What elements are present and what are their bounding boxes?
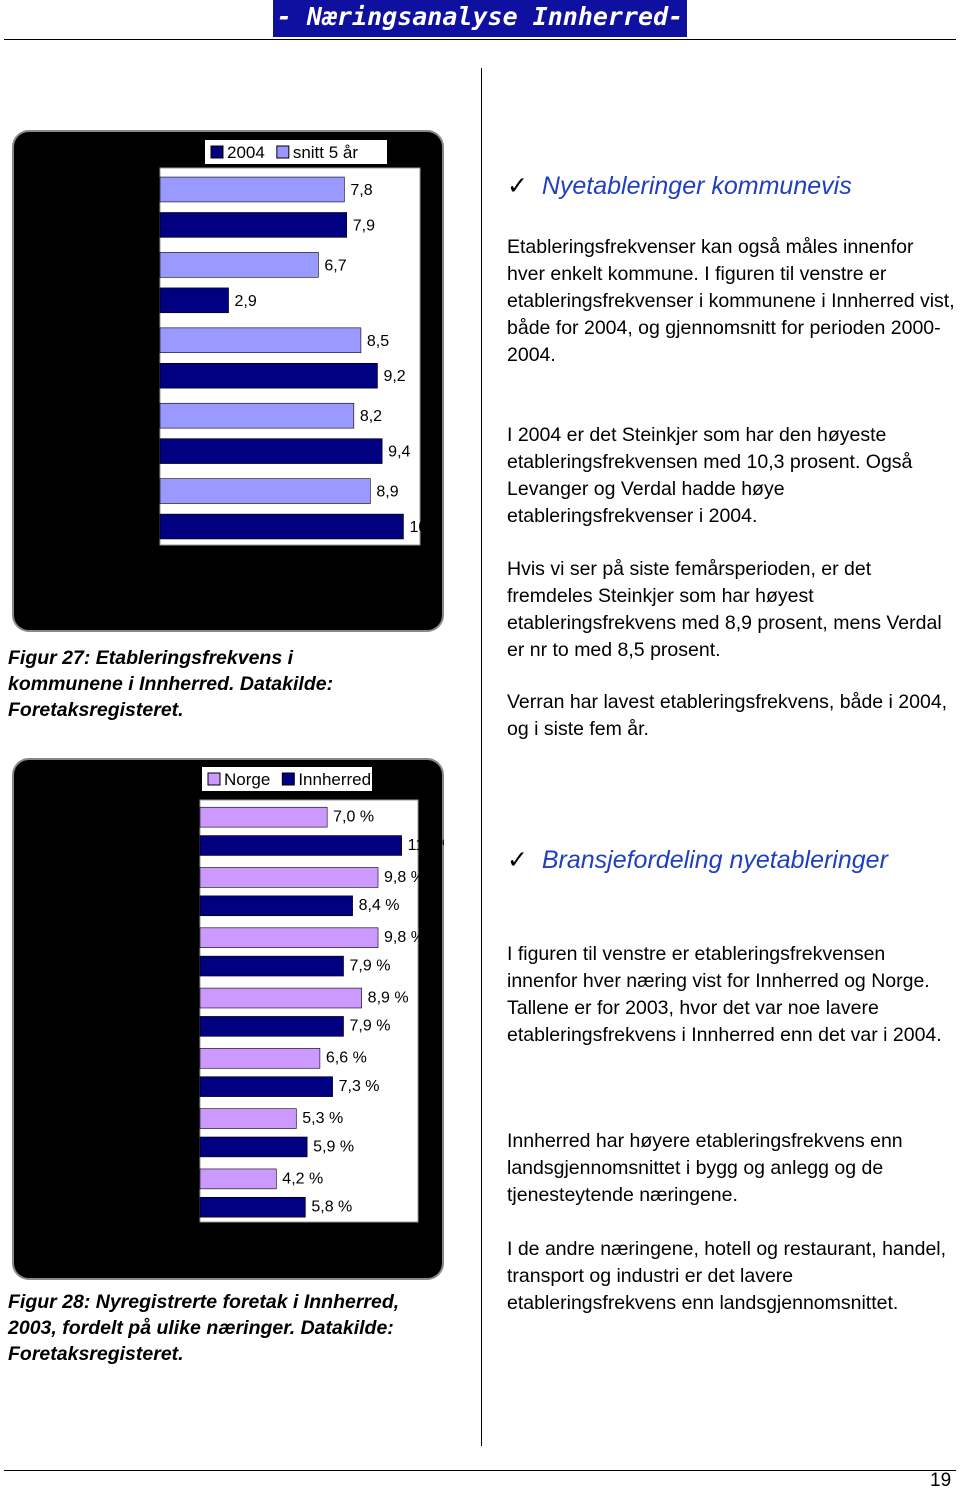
value-label: 7,8 — [350, 182, 372, 199]
bar — [159, 402, 355, 429]
value-label: 9,2 — [383, 368, 405, 385]
chart: Norge Innherred 7,0 % 11,1 % 9,8 % 8,4 % 9,8 %… — [12, 758, 444, 1280]
paragraph: Innherred har høyere etableringsfrekvens… — [507, 1130, 903, 1206]
value-label: 10,3 — [409, 519, 440, 536]
legend-label: snitt 5 år — [293, 143, 359, 162]
legend-swatch — [281, 772, 295, 786]
footer-rule — [4, 1470, 956, 1471]
legend-label: Norge — [224, 770, 270, 789]
bar — [199, 1196, 306, 1218]
value-label: 8,9 % — [368, 989, 409, 1006]
header-title: - Næringsanalyse Innherred- — [276, 2, 684, 31]
value-label: 9,4 — [388, 444, 410, 461]
page-number: 19 — [930, 1470, 952, 1491]
section-heading: ✓ Nyetableringer kommunevis — [507, 170, 960, 202]
bar — [159, 252, 319, 278]
bar — [199, 895, 353, 917]
bar — [199, 955, 344, 977]
value-label: 6,6 % — [326, 1050, 367, 1067]
value-label: 8,5 — [367, 333, 389, 350]
heading-text: Nyetableringer kommunevis — [541, 172, 852, 200]
value-label: 6,7 — [324, 257, 346, 274]
value-label: 5,8 % — [311, 1199, 352, 1216]
value-label: 7,9 % — [350, 957, 391, 974]
bar — [199, 1136, 308, 1158]
bar — [159, 212, 348, 238]
bar — [199, 927, 379, 948]
paragraph: I 2004 er det Steinkjer som har den høye… — [507, 424, 913, 527]
value-label: 5,3 % — [302, 1110, 343, 1127]
bar — [199, 835, 402, 856]
header-rule — [4, 39, 956, 40]
chart: 2004 snitt 5 år 7,8 7,9 6,7 2,9 8,5 9,2 8,2 9,4 8,… — [12, 130, 444, 632]
value-label: 7,9 % — [350, 1018, 391, 1035]
bar — [159, 362, 378, 389]
heading-text: Bransjefordeling nyetableringer — [541, 846, 888, 874]
value-label: 11,1 % — [408, 837, 444, 854]
plot-area — [199, 799, 419, 1223]
value-label: 7,3 % — [339, 1078, 380, 1095]
bar — [199, 867, 379, 888]
legend-box — [205, 140, 387, 164]
column-divider — [481, 68, 482, 1446]
bar — [199, 806, 328, 828]
bar — [159, 478, 371, 504]
value-label: 9,8 % — [384, 929, 425, 946]
legend-swatch — [276, 145, 290, 159]
bar — [199, 1108, 297, 1129]
value-label: 7,9 — [353, 217, 375, 234]
figure-caption: Figur 28: Nyregistrerte foretak i Innher… — [8, 1291, 400, 1365]
value-label: 5,9 % — [313, 1138, 354, 1155]
paragraph: Hvis vi ser på siste femårsperioden, er … — [507, 558, 942, 661]
legend-label: 2004 — [227, 143, 265, 162]
header-box — [273, 0, 687, 37]
legend-label: Innherred — [298, 770, 371, 789]
check: ✓ — [507, 846, 542, 874]
bar — [199, 1076, 333, 1097]
bar — [199, 1048, 321, 1069]
value-label: 9,8 % — [384, 869, 425, 886]
value-label: 8,9 — [376, 484, 398, 501]
value-label: 8,2 — [360, 408, 382, 425]
check: ✓ — [507, 172, 542, 200]
figure-caption: Figur 27: Etableringsfrekvens i kommunen… — [8, 647, 334, 721]
value-label: 2,9 — [235, 293, 257, 310]
bar — [159, 287, 229, 314]
paragraph: Verran har lavest etableringsfrekvens, b… — [507, 691, 948, 740]
bar — [159, 176, 345, 203]
paragraph: Etableringsfrekvenser kan også måles inn… — [507, 236, 955, 366]
bar — [159, 438, 383, 464]
bar — [199, 987, 362, 1009]
bar — [199, 1016, 344, 1037]
value-label: 7,0 % — [333, 809, 374, 826]
paragraph: I de andre næringene, hotell og restaura… — [507, 1238, 947, 1314]
bar — [199, 1168, 277, 1190]
bar — [159, 327, 362, 354]
value-label: 4,2 % — [282, 1170, 323, 1187]
section-heading: ✓ Bransjefordeling nyetableringer — [507, 844, 960, 876]
value-label: 8,4 % — [359, 897, 400, 914]
paragraph: I figuren til venstre er etableringsfrek… — [507, 943, 942, 1046]
legend-swatch — [210, 145, 224, 159]
bar — [159, 513, 404, 540]
legend-swatch — [207, 772, 221, 786]
